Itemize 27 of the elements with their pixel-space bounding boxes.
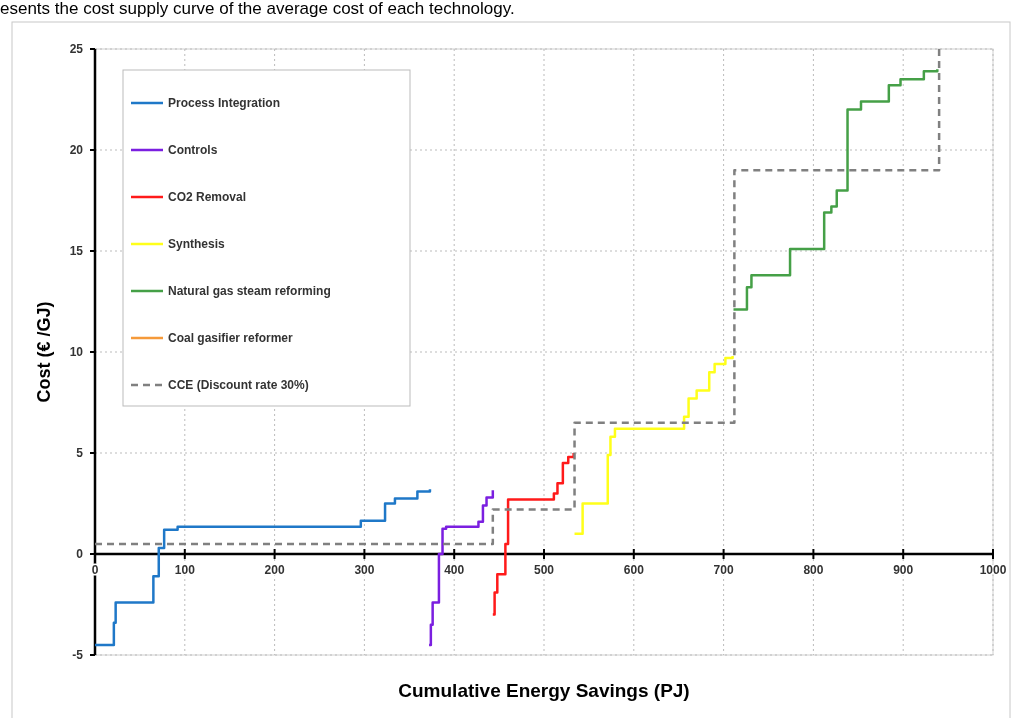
- x-tick-label: 100: [174, 563, 196, 577]
- x-tick-label: 700: [713, 563, 734, 577]
- legend-label: Coal gasifier reformer: [168, 331, 294, 345]
- x-tick-label: 400: [444, 563, 465, 577]
- x-tick-label: 800: [803, 563, 824, 577]
- x-tick-label: 1000: [979, 563, 1007, 577]
- x-tick-label: 500: [533, 563, 555, 577]
- legend-label: CO2 Removal: [168, 190, 247, 204]
- y-tick-label: 15: [69, 244, 84, 258]
- y-tick-label: 25: [69, 42, 84, 56]
- y-axis-title: Cost (€ /GJ): [34, 301, 54, 403]
- y-tick-label: 10: [69, 345, 84, 359]
- y-tick-label: -5: [72, 648, 84, 662]
- x-tick-label: 600: [623, 563, 645, 577]
- legend-label: Process Integration: [168, 96, 281, 110]
- text: esents the cost supply curve of the average cost of each technology.: [0, 0, 515, 18]
- x-tick-label: 300: [354, 563, 375, 577]
- x-tick-label: 200: [264, 563, 285, 577]
- y-tick-label: 5: [76, 446, 84, 460]
- x-tick-label: 900: [893, 563, 914, 577]
- legend-label: CCE (Discount rate 30%): [168, 378, 309, 392]
- legend-label: Synthesis: [168, 237, 226, 251]
- y-tick-label: 0: [76, 547, 84, 561]
- legend-label: Controls: [168, 143, 218, 157]
- x-axis-title: Cumulative Energy Savings (PJ): [398, 680, 690, 701]
- y-tick-label: 20: [69, 143, 84, 157]
- legend-label: Natural gas steam reforming: [168, 284, 331, 298]
